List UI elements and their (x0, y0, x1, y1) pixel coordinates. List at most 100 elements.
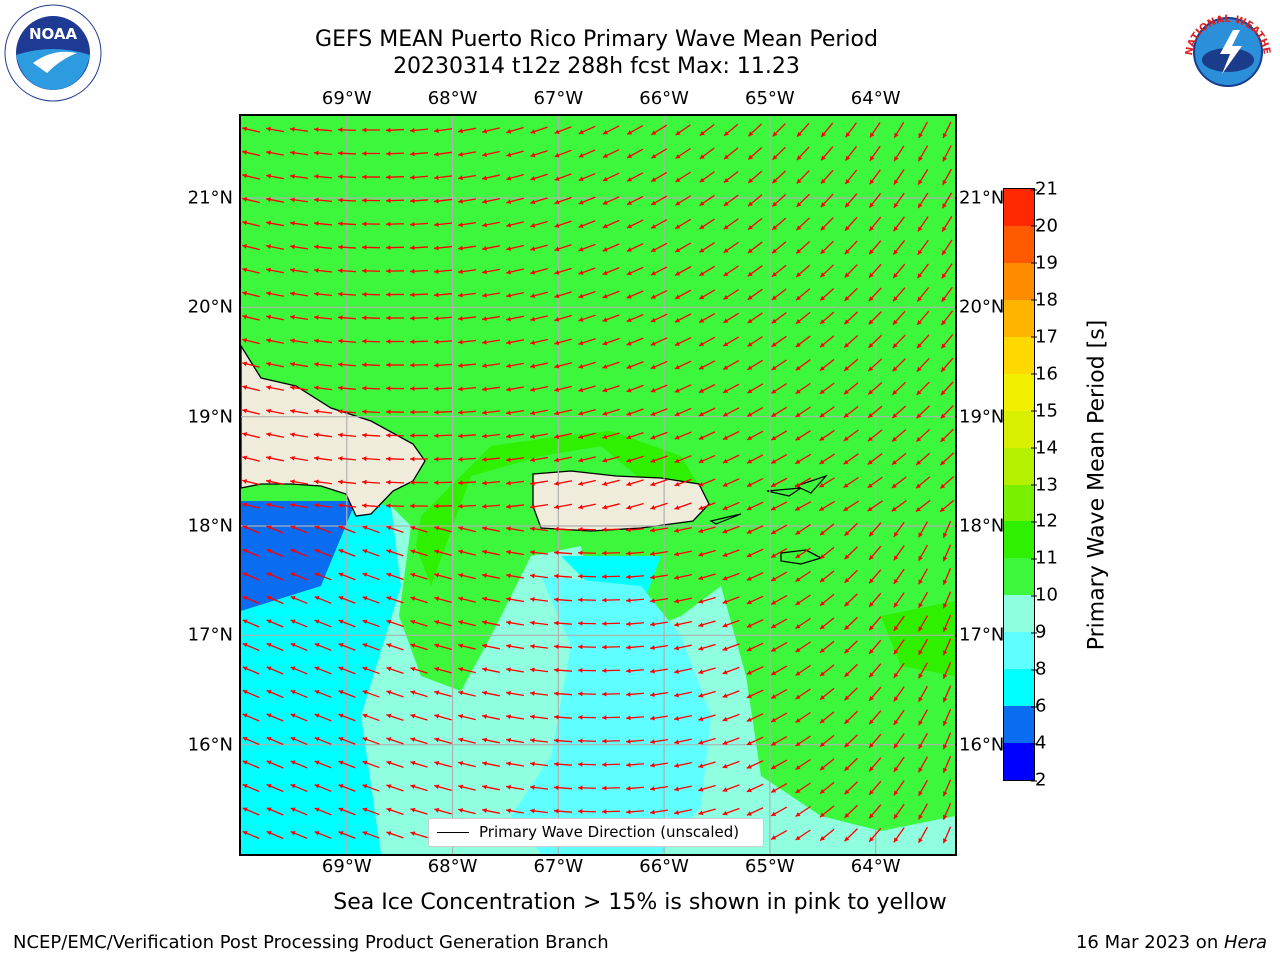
wave-arrow (674, 526, 692, 533)
lat-tick-right: 21°N (959, 187, 1005, 209)
wave-arrow (770, 571, 788, 582)
wave-arrow (434, 572, 452, 580)
wave-arrow (698, 596, 716, 604)
wave-arrow (650, 786, 668, 792)
wave-arrow (337, 479, 357, 485)
lat-tick-right: 20°N (959, 296, 1005, 318)
wave-arrow (650, 431, 668, 440)
wave-arrow (266, 173, 284, 180)
wave-arrow (650, 408, 668, 416)
wave-arrow (796, 170, 810, 184)
wave-arrow (893, 756, 905, 773)
wave-arrow (457, 480, 477, 486)
wave-arrow (650, 360, 668, 370)
wave-arrow (819, 570, 835, 583)
wave-arrow (940, 405, 954, 419)
wave-arrow (698, 549, 716, 557)
wave-arrow (409, 503, 429, 509)
wave-arrow (650, 242, 668, 253)
wave-arrow (506, 761, 524, 767)
wave-arrow (553, 785, 573, 791)
wave-arrow (770, 806, 788, 817)
wave-arrow (266, 291, 284, 297)
wave-arrow (290, 595, 308, 605)
noaa-logo: NOAA (4, 4, 102, 102)
wave-arrow (819, 734, 835, 748)
wave-arrow (796, 146, 810, 161)
wave-arrow (868, 639, 882, 655)
wave-arrow (266, 385, 284, 391)
wave-arrow (242, 807, 260, 816)
wave-arrow (338, 760, 356, 769)
wave-arrow (917, 168, 929, 186)
wave-arrow (699, 218, 715, 230)
wave-arrow (795, 570, 811, 583)
wave-arrow (674, 336, 692, 347)
land-layer (241, 344, 828, 565)
wave-arrow (625, 574, 645, 580)
wave-arrow (434, 549, 452, 557)
wave-arrow (338, 525, 356, 534)
wave-arrow (457, 363, 477, 368)
wave-arrow (266, 548, 284, 558)
wave-arrow (891, 476, 907, 489)
wave-arrow (482, 761, 500, 767)
wave-arrow (601, 621, 621, 627)
wave-arrow (844, 616, 858, 631)
wave-arrow (795, 240, 811, 255)
wave-arrow (433, 292, 453, 298)
wave-arrow (553, 526, 573, 532)
wave-arrow (770, 501, 788, 511)
wave-arrow (723, 265, 739, 277)
wave-arrow (506, 244, 524, 251)
virgin-islands-outline (709, 474, 828, 525)
wave-arrow (385, 456, 405, 462)
wave-arrow (650, 171, 668, 183)
wave-arrow (313, 385, 333, 391)
wave-arrow (290, 830, 308, 840)
wave-arrow (893, 709, 905, 726)
wave-arrow (602, 290, 620, 299)
wave-arrow (337, 244, 357, 250)
wave-arrow (844, 546, 858, 560)
wave-arrow (433, 362, 453, 368)
wave-arrow (892, 287, 906, 302)
wave-arrow (918, 615, 928, 632)
wave-arrow (361, 291, 381, 297)
wave-arrow (385, 221, 405, 227)
lat-tick-left: 21°N (187, 187, 233, 209)
wave-arrow (529, 573, 549, 579)
wave-arrow (650, 479, 668, 487)
wave-arrow (529, 691, 549, 696)
wave-arrow (746, 642, 764, 652)
colorbar-tick-label: 6 (1030, 695, 1047, 717)
wave-arrow (698, 502, 716, 510)
wave-arrow (554, 196, 572, 205)
wave-arrow (722, 690, 740, 698)
wave-arrow (868, 569, 882, 584)
wave-arrow (457, 433, 477, 439)
wave-arrow (916, 357, 930, 373)
wave-arrow (385, 315, 405, 321)
wave-arrow (674, 384, 692, 393)
wave-arrow (674, 502, 692, 510)
wave-arrow (746, 383, 764, 394)
wave-arrow (458, 596, 476, 603)
wave-arrow (650, 739, 668, 745)
wave-arrow (674, 407, 692, 417)
wave-arrow (698, 360, 716, 370)
wave-arrow (650, 692, 668, 698)
wave-arrow (892, 334, 906, 349)
wave-arrow (867, 429, 883, 442)
wave-arrow (578, 456, 596, 463)
wave-arrow (747, 359, 763, 371)
colorbar-segment (1004, 262, 1034, 300)
noaa-logo-text: NOAA (29, 25, 78, 43)
wave-arrow (650, 266, 668, 276)
wave-arrow (409, 151, 429, 157)
wave-arrow (625, 598, 645, 603)
colorbar-segment (1004, 373, 1034, 411)
wave-arrow (771, 383, 787, 394)
wave-arrow (242, 595, 260, 605)
wave-arrow (529, 785, 549, 790)
